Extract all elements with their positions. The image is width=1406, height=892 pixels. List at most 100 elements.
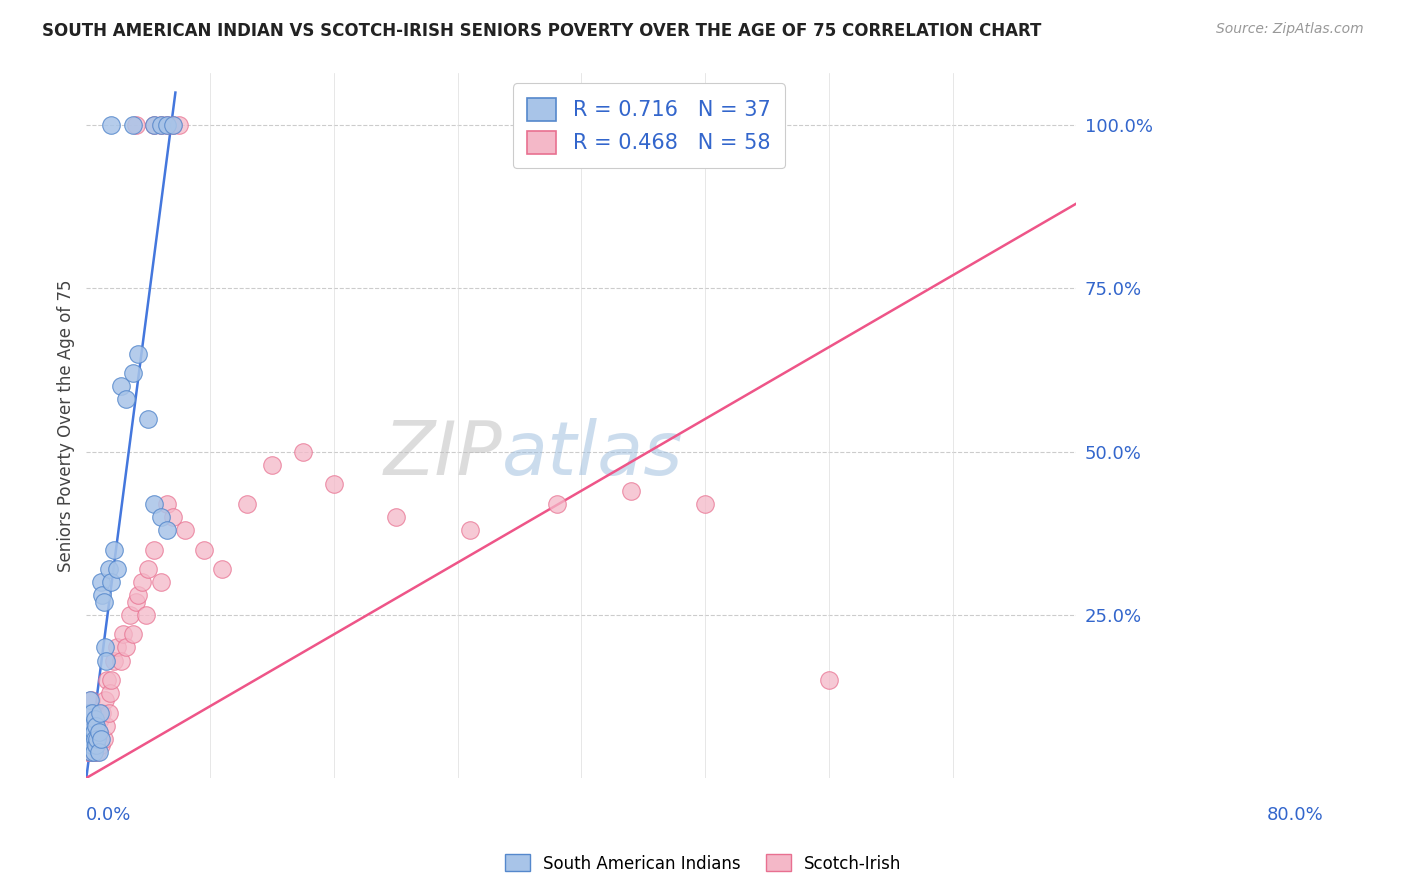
Point xyxy=(82,739,104,753)
Point xyxy=(112,627,135,641)
Point xyxy=(105,640,128,655)
Point xyxy=(149,118,172,132)
Point xyxy=(83,725,105,739)
Point xyxy=(156,497,179,511)
Point xyxy=(91,588,114,602)
Point xyxy=(83,745,105,759)
Point xyxy=(100,118,122,132)
Point xyxy=(131,575,153,590)
Point xyxy=(79,692,101,706)
Point xyxy=(93,731,115,746)
Point xyxy=(84,739,107,753)
Point xyxy=(143,542,166,557)
Point xyxy=(86,731,108,746)
Point xyxy=(100,673,122,687)
Point xyxy=(96,673,118,687)
Point xyxy=(76,725,98,739)
Point xyxy=(174,523,197,537)
Text: ZIP: ZIP xyxy=(384,417,502,490)
Point xyxy=(87,745,110,759)
Point xyxy=(84,731,107,746)
Point xyxy=(77,706,100,720)
Point xyxy=(82,706,104,720)
Point xyxy=(193,542,215,557)
Text: atlas: atlas xyxy=(502,417,683,490)
Point xyxy=(110,379,132,393)
Point xyxy=(76,745,98,759)
Point xyxy=(84,706,107,720)
Point xyxy=(103,542,125,557)
Point xyxy=(162,118,184,132)
Point xyxy=(122,366,145,380)
Point xyxy=(76,739,98,753)
Point xyxy=(291,444,314,458)
Point xyxy=(103,653,125,667)
Point xyxy=(97,706,120,720)
Point xyxy=(77,725,100,739)
Point xyxy=(136,412,159,426)
Point xyxy=(105,562,128,576)
Point xyxy=(818,673,841,687)
Point xyxy=(84,712,107,726)
Text: 0.0%: 0.0% xyxy=(86,806,132,824)
Point xyxy=(322,477,344,491)
Point xyxy=(90,575,112,590)
Point xyxy=(80,692,103,706)
Point xyxy=(211,562,233,576)
Point xyxy=(546,497,568,511)
Point xyxy=(458,523,481,537)
Point xyxy=(122,627,145,641)
Point xyxy=(125,595,148,609)
Point xyxy=(87,731,110,746)
Point xyxy=(118,607,141,622)
Point xyxy=(77,706,100,720)
Text: SOUTH AMERICAN INDIAN VS SCOTCH-IRISH SENIORS POVERTY OVER THE AGE OF 75 CORRELA: SOUTH AMERICAN INDIAN VS SCOTCH-IRISH SE… xyxy=(42,22,1042,40)
Point xyxy=(79,719,101,733)
Point xyxy=(122,118,145,132)
Point xyxy=(80,731,103,746)
Text: Source: ZipAtlas.com: Source: ZipAtlas.com xyxy=(1216,22,1364,37)
Point xyxy=(115,392,138,407)
Point xyxy=(80,745,103,759)
Point xyxy=(87,725,110,739)
Point xyxy=(94,640,117,655)
Point xyxy=(94,692,117,706)
Point xyxy=(82,739,104,753)
Point xyxy=(115,640,138,655)
Point xyxy=(167,118,190,132)
Point xyxy=(620,483,643,498)
Point xyxy=(162,509,184,524)
Point xyxy=(84,731,107,746)
Point xyxy=(94,719,117,733)
Point xyxy=(100,575,122,590)
Point xyxy=(86,745,108,759)
Point xyxy=(143,118,166,132)
Point xyxy=(695,497,717,511)
Point xyxy=(125,118,148,132)
Point xyxy=(156,118,179,132)
Point xyxy=(384,509,406,524)
Point xyxy=(80,719,103,733)
Point xyxy=(236,497,259,511)
Legend: R = 0.716   N = 37, R = 0.468   N = 58: R = 0.716 N = 37, R = 0.468 N = 58 xyxy=(513,83,786,169)
Point xyxy=(79,731,101,746)
Point xyxy=(84,739,107,753)
Point xyxy=(90,731,112,746)
Point xyxy=(79,745,101,759)
Point xyxy=(143,118,166,132)
Point xyxy=(82,712,104,726)
Point xyxy=(84,719,107,733)
Point xyxy=(93,595,115,609)
Point xyxy=(87,725,110,739)
Point xyxy=(89,712,111,726)
Text: 80.0%: 80.0% xyxy=(1267,806,1324,824)
Point xyxy=(90,739,112,753)
Point xyxy=(83,725,105,739)
Point xyxy=(97,562,120,576)
Point xyxy=(162,118,184,132)
Point xyxy=(260,458,283,472)
Point xyxy=(94,653,117,667)
Point xyxy=(136,562,159,576)
Point xyxy=(91,706,114,720)
Y-axis label: Seniors Poverty Over the Age of 75: Seniors Poverty Over the Age of 75 xyxy=(58,279,75,572)
